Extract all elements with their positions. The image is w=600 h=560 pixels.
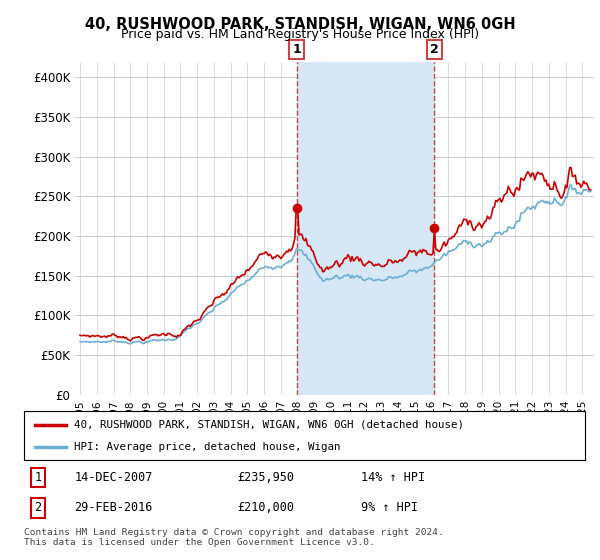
Text: 14% ↑ HPI: 14% ↑ HPI <box>361 471 425 484</box>
Text: 40, RUSHWOOD PARK, STANDISH, WIGAN, WN6 0GH (detached house): 40, RUSHWOOD PARK, STANDISH, WIGAN, WN6 … <box>74 420 464 430</box>
Text: £210,000: £210,000 <box>237 501 294 515</box>
Bar <box>297 62 434 395</box>
Text: 40, RUSHWOOD PARK, STANDISH, WIGAN, WN6 0GH: 40, RUSHWOOD PARK, STANDISH, WIGAN, WN6 … <box>85 17 515 32</box>
Text: 1: 1 <box>293 43 301 56</box>
Text: 14-DEC-2007: 14-DEC-2007 <box>74 471 153 484</box>
Text: Price paid vs. HM Land Registry's House Price Index (HPI): Price paid vs. HM Land Registry's House … <box>121 28 479 41</box>
Text: HPI: Average price, detached house, Wigan: HPI: Average price, detached house, Wiga… <box>74 442 341 452</box>
Text: £235,950: £235,950 <box>237 471 294 484</box>
Text: 9% ↑ HPI: 9% ↑ HPI <box>361 501 418 515</box>
Text: Contains HM Land Registry data © Crown copyright and database right 2024.
This d: Contains HM Land Registry data © Crown c… <box>24 528 444 547</box>
Text: 2: 2 <box>430 43 439 56</box>
Text: 1: 1 <box>34 471 41 484</box>
Text: 29-FEB-2016: 29-FEB-2016 <box>74 501 153 515</box>
Text: 2: 2 <box>34 501 41 515</box>
